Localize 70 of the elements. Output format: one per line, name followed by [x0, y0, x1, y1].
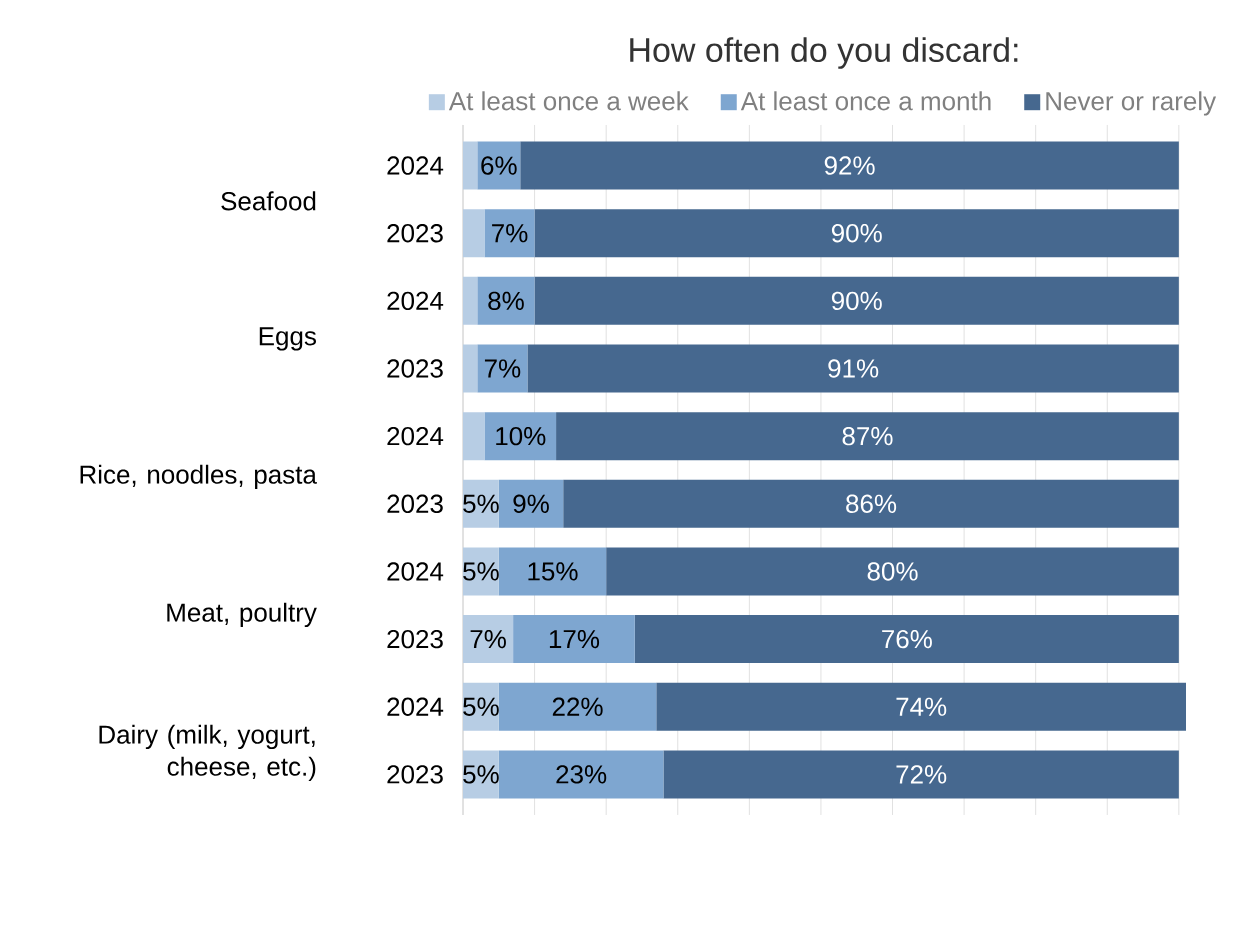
data-label: 76%	[882, 629, 932, 649]
data-label: 5%	[463, 562, 499, 581]
data-label: 10%	[496, 426, 546, 446]
data-label: 90%	[831, 291, 882, 311]
data-label: 74%	[896, 697, 947, 716]
text: Eggs	[259, 327, 316, 351]
bar	[663, 750, 1179, 799]
bar	[513, 615, 635, 664]
bar	[606, 547, 1179, 596]
text: Rice, noodles, pasta	[80, 464, 317, 489]
data-label: 87%	[842, 426, 893, 446]
y-tick-label: 2024	[387, 562, 444, 581]
bar	[534, 209, 1179, 258]
data-label: 22%	[552, 697, 603, 716]
bar	[498, 479, 564, 528]
bar	[477, 141, 521, 190]
y-tick-label: 2024	[387, 156, 444, 175]
bar	[477, 276, 535, 325]
data-label: 17%	[549, 630, 600, 649]
y-tick-label: 2023	[387, 494, 443, 514]
bar	[463, 141, 478, 190]
bar	[484, 209, 535, 258]
bar	[498, 547, 607, 596]
data-label: 5%	[463, 697, 499, 716]
bar	[520, 141, 1179, 190]
data-label: 7%	[492, 224, 528, 243]
bar	[563, 479, 1179, 528]
y-tick-label: 2024	[387, 426, 444, 446]
legend-label: Never or rarely	[1046, 91, 1217, 116]
bar	[463, 276, 478, 325]
legend-label: At least once a month	[740, 91, 991, 111]
data-label: 7%	[484, 359, 521, 378]
data-label: 72%	[896, 765, 947, 784]
y-tick-label: 2023	[387, 765, 443, 784]
text: Dairy (milk, yogurt, cheese, etc.)	[99, 724, 316, 782]
data-label: 5%	[463, 494, 499, 513]
data-label: 23%	[556, 765, 607, 784]
data-label: 91%	[828, 359, 879, 378]
y-tick-label: 2024	[387, 697, 444, 716]
data-label: 90%	[831, 224, 882, 243]
data-label: 15%	[528, 562, 578, 581]
bar	[527, 344, 1179, 393]
y-tick-label: 2023	[387, 629, 443, 649]
chart-title: How often do you discard:	[630, 37, 1018, 69]
bar	[477, 344, 528, 393]
bar	[498, 750, 664, 799]
bar	[656, 682, 1186, 731]
bar	[463, 344, 478, 393]
bar	[463, 209, 485, 258]
y-tick-label: 2024	[387, 291, 444, 311]
data-label: 86%	[846, 494, 897, 513]
y-tick-label: 2023	[387, 224, 443, 243]
data-label: 80%	[867, 562, 918, 581]
data-label: 6%	[481, 156, 517, 175]
bar	[634, 615, 1179, 664]
data-label: 5%	[463, 765, 499, 784]
bar	[463, 412, 485, 461]
bar	[534, 276, 1179, 325]
data-label: 8%	[488, 291, 524, 311]
legend-label: At least once a week	[448, 91, 689, 111]
data-label: 92%	[824, 156, 875, 175]
bar	[484, 412, 557, 461]
y-tick-label: 2023	[387, 359, 443, 378]
data-label: 9%	[513, 494, 549, 513]
bar	[498, 682, 657, 731]
data-label: 7%	[470, 630, 506, 649]
text: Meat, poultry	[167, 602, 317, 627]
bar	[463, 615, 514, 664]
text: Seafood	[221, 191, 316, 211]
bar	[556, 412, 1179, 461]
